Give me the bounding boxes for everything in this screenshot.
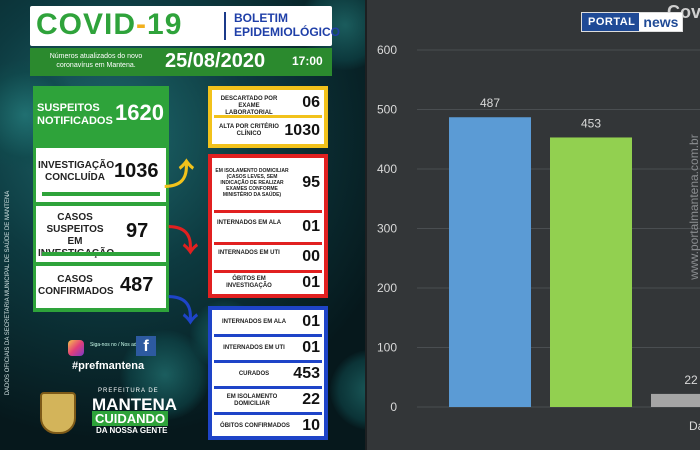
concluded-row: DESCARTADO POR EXAME LABORATORIAL 06	[212, 92, 324, 116]
concluded-panel: DESCARTADO POR EXAME LABORATORIAL 06 ALT…	[208, 86, 328, 148]
suspects-box: SUSPEITOS NOTIFICADOS 1620	[33, 86, 169, 144]
investigation-row: EM ISOLAMENTO DOMICILIAR (CASOS LEVES, S…	[212, 160, 324, 210]
site-watermark: www.portalmantena.com.br	[687, 134, 700, 280]
data-label: 22	[684, 373, 698, 387]
divider-bar	[42, 192, 160, 196]
row-label: DESCARTADO POR EXAME LABORATORIAL	[220, 96, 278, 116]
update-note: Números atualizados do novo coronavírus …	[49, 53, 143, 69]
confirmed-box: CASOS CONFIRMADOS 487	[36, 266, 166, 308]
slogan-sub: DA NOSSA GENTE	[96, 426, 168, 435]
row-value: 453	[293, 365, 320, 382]
concluded-row: ALTA POR CRITÉRIO CLÍNICO 1030	[212, 120, 324, 144]
investigation-label: INVESTIGAÇÃO CONCLUÍDA	[38, 160, 115, 183]
official-data-note: DADOS OFICIAIS DA SECRETARIA MUNICIPAL D…	[5, 190, 11, 396]
bulletin-date: 25/08/2020	[165, 50, 266, 72]
y-tick-label: 500	[377, 103, 397, 117]
confirmed-row: INTERNADOS EM UTI 01	[212, 338, 324, 360]
row-label: INTERNADOS EM UTI	[218, 250, 280, 256]
y-tick-label: 100	[377, 341, 397, 355]
under-investigation-value: 97	[126, 220, 149, 242]
row-value: 01	[302, 339, 320, 356]
arrow-red-icon: ⤵	[168, 225, 198, 258]
arrow-yellow-icon: ⤴	[164, 159, 194, 192]
portal-news-logo: PORTAL news	[581, 12, 684, 32]
y-tick-label: 600	[377, 43, 397, 57]
arrow-blue-icon: ⤵	[168, 295, 198, 328]
row-label: ALTA POR CRITÉRIO CLÍNICO	[219, 124, 279, 137]
bar	[449, 117, 531, 408]
investigation-detail-panel: EM ISOLAMENTO DOMICILIAR (CASOS LEVES, S…	[208, 154, 328, 298]
portal-brand-right: news	[639, 13, 683, 31]
hashtag: #prefmantena	[72, 360, 145, 372]
suspects-label: SUSPEITOS NOTIFICADOS	[37, 102, 113, 127]
under-investigation-box: CASOS SUSPEITOS EM INVESTIGAÇÃO 97	[36, 206, 166, 262]
confirmed-row: INTERNADOS EM ALA 01	[212, 312, 324, 334]
slogan: CUIDANDO	[92, 411, 169, 426]
bar	[651, 393, 700, 407]
chart-panel: 010020030040050060048745322Da Covid-19 P…	[365, 0, 700, 450]
row-label: CURADOS	[238, 371, 270, 377]
y-tick-label: 400	[377, 162, 397, 176]
virus-decoration	[330, 350, 365, 430]
row-value: 95	[302, 174, 320, 191]
covid-title: COVID-19	[36, 8, 183, 41]
bar	[550, 137, 632, 407]
data-label: 453	[581, 116, 601, 130]
investigation-row: INTERNADOS EM ALA 01	[212, 216, 324, 240]
title-divider	[224, 12, 226, 40]
category-label: Da	[689, 419, 700, 433]
confirmed-value: 487	[120, 274, 154, 296]
y-tick-label: 200	[377, 281, 397, 295]
confirmed-detail-panel: INTERNADOS EM ALA 01 INTERNADOS EM UTI 0…	[208, 306, 328, 440]
investigation-row: ÓBITOS EM INVESTIGAÇÃO 01	[212, 272, 324, 296]
row-label: INTERNADOS EM UTI	[223, 345, 285, 351]
city-name: MANTENA	[92, 395, 177, 414]
city-crest-icon	[40, 392, 76, 434]
row-label: ÓBITOS CONFIRMADOS	[220, 423, 290, 429]
social-links: Siga-nos no / Nos adicione f	[64, 332, 164, 372]
y-tick-label: 300	[377, 222, 397, 236]
investigation-row: INTERNADOS EM UTI 00	[212, 246, 324, 270]
row-value: 1030	[284, 122, 320, 139]
divider-bar	[42, 252, 160, 256]
row-label: EM ISOLAMENTO DOMICILIAR	[226, 394, 278, 407]
row-label: ÓBITOS EM INVESTIGAÇÃO	[226, 276, 272, 289]
data-label: 487	[480, 96, 500, 110]
virus-decoration	[120, 330, 210, 420]
row-value: 00	[302, 248, 320, 265]
investigation-value: 1036	[114, 160, 159, 182]
row-value: 01	[302, 218, 320, 235]
portal-brand-left: PORTAL	[588, 16, 636, 28]
confirmed-label: CASOS CONFIRMADOS	[38, 274, 114, 297]
date-banner: Números atualizados do novo coronavírus …	[30, 48, 332, 76]
bar-chart: 0 100 200 300 400 500 600 487 453 22 Da	[377, 43, 700, 433]
suspects-value: 1620	[115, 100, 164, 125]
instagram-icon[interactable]	[68, 340, 84, 356]
bulletin-header: COVID-19 BOLETIM EPIDEMIOLÓGICO	[30, 6, 340, 46]
y-tick-label: 0	[390, 400, 397, 414]
bulletin-panel: COVID-19 BOLETIM EPIDEMIOLÓGICO Números …	[0, 0, 365, 450]
row-label: INTERNADOS EM ALA	[216, 220, 282, 226]
row-label: EM ISOLAMENTO DOMICILIAR (CASOS LEVES, S…	[215, 168, 289, 198]
row-value: 22	[302, 391, 320, 408]
facebook-icon[interactable]: f	[136, 336, 156, 356]
row-label: INTERNADOS EM ALA	[221, 319, 287, 325]
confirmed-row: CURADOS 453	[212, 364, 324, 386]
row-value: 10	[302, 417, 320, 434]
bulletin-time: 17:00	[292, 54, 323, 68]
confirmed-row: EM ISOLAMENTO DOMICILIAR 22	[212, 390, 324, 412]
investigation-box: INVESTIGAÇÃO CONCLUÍDA 1036	[36, 148, 166, 202]
row-value: 01	[302, 313, 320, 330]
row-value: 06	[302, 94, 320, 111]
summary-column: SUSPEITOS NOTIFICADOS 1620 INVESTIGAÇÃO …	[33, 86, 169, 312]
bulletin-subtitle: BOLETIM EPIDEMIOLÓGICO	[234, 11, 341, 39]
row-value: 01	[302, 274, 320, 291]
divider	[212, 115, 324, 118]
social-tagline: Siga-nos no / Nos adicione	[90, 342, 150, 348]
prefecture-label: PREFEITURA DE	[98, 388, 159, 394]
confirmed-row: ÓBITOS CONFIRMADOS 10	[212, 416, 324, 438]
